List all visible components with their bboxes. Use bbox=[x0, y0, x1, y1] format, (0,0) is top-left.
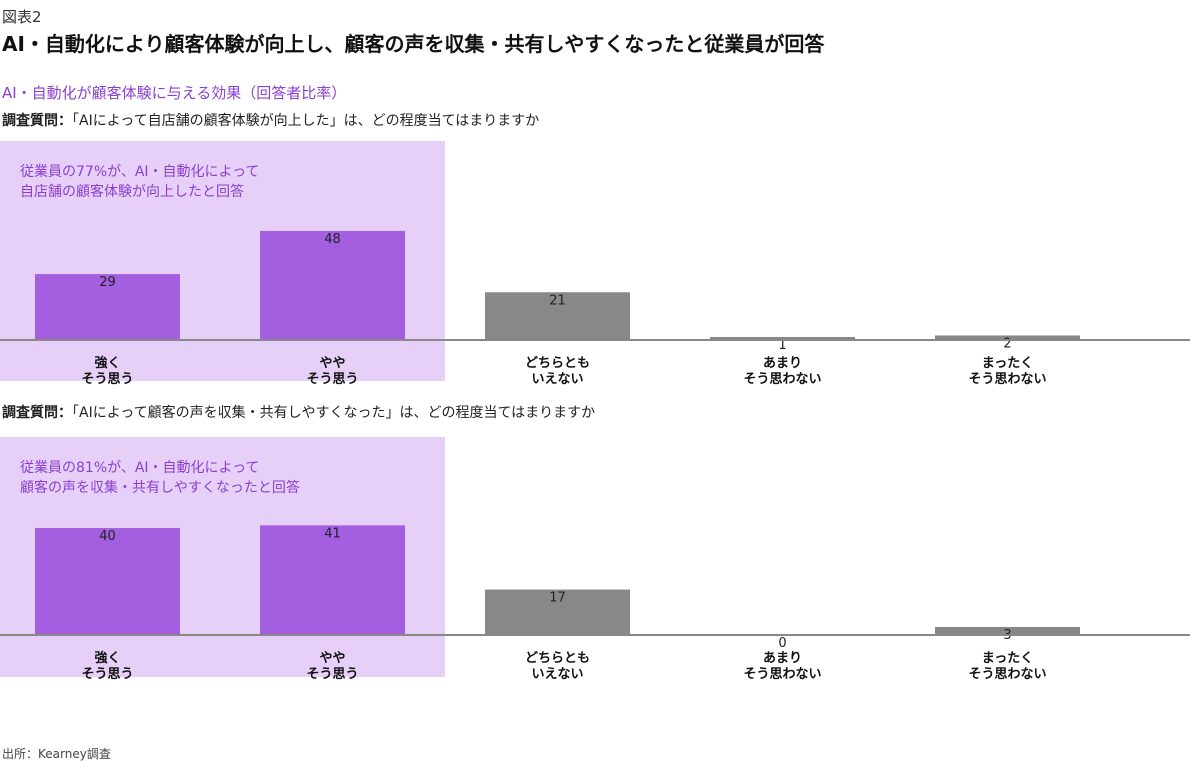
bar-chart-customer-experience: 従業員の77%が、AI・自動化によって 自店舗の顧客体験が向上したと回答 29 強くそ… bbox=[0, 141, 1200, 391]
category-label: どちらとも bbox=[525, 651, 590, 666]
category-label: いえない bbox=[531, 372, 583, 387]
category-label: どちらとも bbox=[525, 356, 590, 371]
category-label: そう思わない bbox=[743, 667, 821, 682]
survey-question-2: 調査質問：「AIによって顧客の声を収集・共有しやすくなった」は、どの程度当てはま… bbox=[2, 402, 595, 422]
data-label: 48 bbox=[324, 232, 341, 247]
data-label: 2 bbox=[1003, 336, 1011, 351]
category-label: そう思う bbox=[306, 372, 358, 387]
category-label: やや bbox=[319, 651, 345, 666]
data-label: 29 bbox=[99, 275, 116, 290]
annotation-text: 従業員の77%が、AI・自動化によって bbox=[20, 164, 259, 180]
bar bbox=[485, 589, 630, 635]
data-label: 40 bbox=[99, 529, 116, 544]
category-label: あまり bbox=[763, 651, 802, 666]
category-label: まったく bbox=[982, 356, 1033, 371]
survey-question-1: 調査質問：「AIによって自店舗の顧客体験が向上した」は、どの程度当てはまりますか bbox=[2, 110, 539, 130]
bar-chart-svg: 従業員の77%が、AI・自動化によって自店舗の顧客体験が向上したと回答29強くそ… bbox=[0, 141, 1190, 387]
category-label: そう思う bbox=[306, 667, 358, 682]
data-label: 21 bbox=[549, 293, 566, 308]
question-prefix: 調査質問： bbox=[2, 113, 72, 129]
bar bbox=[260, 230, 405, 340]
annotation-text: 顧客の声を収集・共有しやすくなったと回答 bbox=[20, 479, 300, 496]
category-label: あまり bbox=[763, 356, 802, 371]
category-label: そう思う bbox=[81, 372, 133, 387]
question-text: 「AIによって顧客の声を収集・共有しやすくなった」は、どの程度当てはまりますか bbox=[72, 405, 596, 421]
bar bbox=[710, 337, 855, 340]
source-note: 出所：Kearney調査 bbox=[2, 747, 111, 761]
annotation-text: 従業員の81%が、AI・自動化によって bbox=[20, 460, 259, 476]
category-label: いえない bbox=[531, 667, 583, 682]
data-label: 41 bbox=[324, 526, 341, 541]
data-label: 17 bbox=[549, 591, 566, 606]
category-label: そう思わない bbox=[743, 372, 821, 387]
category-label: まったく bbox=[982, 651, 1033, 666]
bar bbox=[935, 335, 1080, 340]
figure-label: 図表2 bbox=[2, 8, 42, 26]
category-label: そう思う bbox=[81, 667, 133, 682]
bar bbox=[485, 292, 630, 340]
annotation-text: 自店舗の顧客体験が向上したと回答 bbox=[20, 183, 244, 200]
category-label: そう思わない bbox=[968, 372, 1046, 387]
question-prefix: 調査質問： bbox=[2, 405, 72, 421]
bar-chart-customer-voice: 従業員の81%が、AI・自動化によって顧客の声を収集・共有しやすくなったと回答 4… bbox=[0, 437, 1200, 687]
bar bbox=[260, 525, 405, 635]
bar bbox=[35, 274, 180, 340]
data-label: 1 bbox=[778, 338, 786, 353]
chart-title: AI・自動化により顧客体験が向上し、顧客の声を収集・共有しやすくなったと従業員が… bbox=[2, 32, 825, 56]
category-label: 強く bbox=[94, 650, 120, 666]
data-label: 0 bbox=[778, 636, 786, 651]
category-label: そう思わない bbox=[968, 667, 1046, 682]
bar bbox=[35, 528, 180, 635]
category-label: 強く bbox=[94, 355, 120, 371]
chart-subtitle: AI・自動化が顧客体験に与える効果（回答者比率） bbox=[2, 84, 347, 102]
bar bbox=[935, 626, 1080, 635]
question-text: 「AIによって自店舗の顧客体験が向上した」は、どの程度当てはまりますか bbox=[72, 113, 540, 129]
category-label: やや bbox=[319, 356, 345, 371]
